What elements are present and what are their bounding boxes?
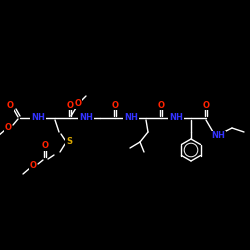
Text: O: O [4, 124, 12, 132]
Text: NH: NH [31, 114, 45, 122]
Text: O: O [30, 162, 36, 170]
Text: O: O [202, 100, 209, 110]
Text: NH: NH [124, 114, 138, 122]
Text: NH: NH [169, 114, 183, 122]
Text: NH: NH [211, 132, 225, 140]
Text: S: S [66, 138, 72, 146]
Text: O: O [112, 100, 118, 110]
Text: O: O [66, 100, 73, 110]
Text: O: O [158, 100, 164, 110]
Text: O: O [6, 102, 14, 110]
Text: O: O [74, 100, 82, 108]
Text: NH: NH [79, 114, 93, 122]
Text: O: O [42, 142, 48, 150]
